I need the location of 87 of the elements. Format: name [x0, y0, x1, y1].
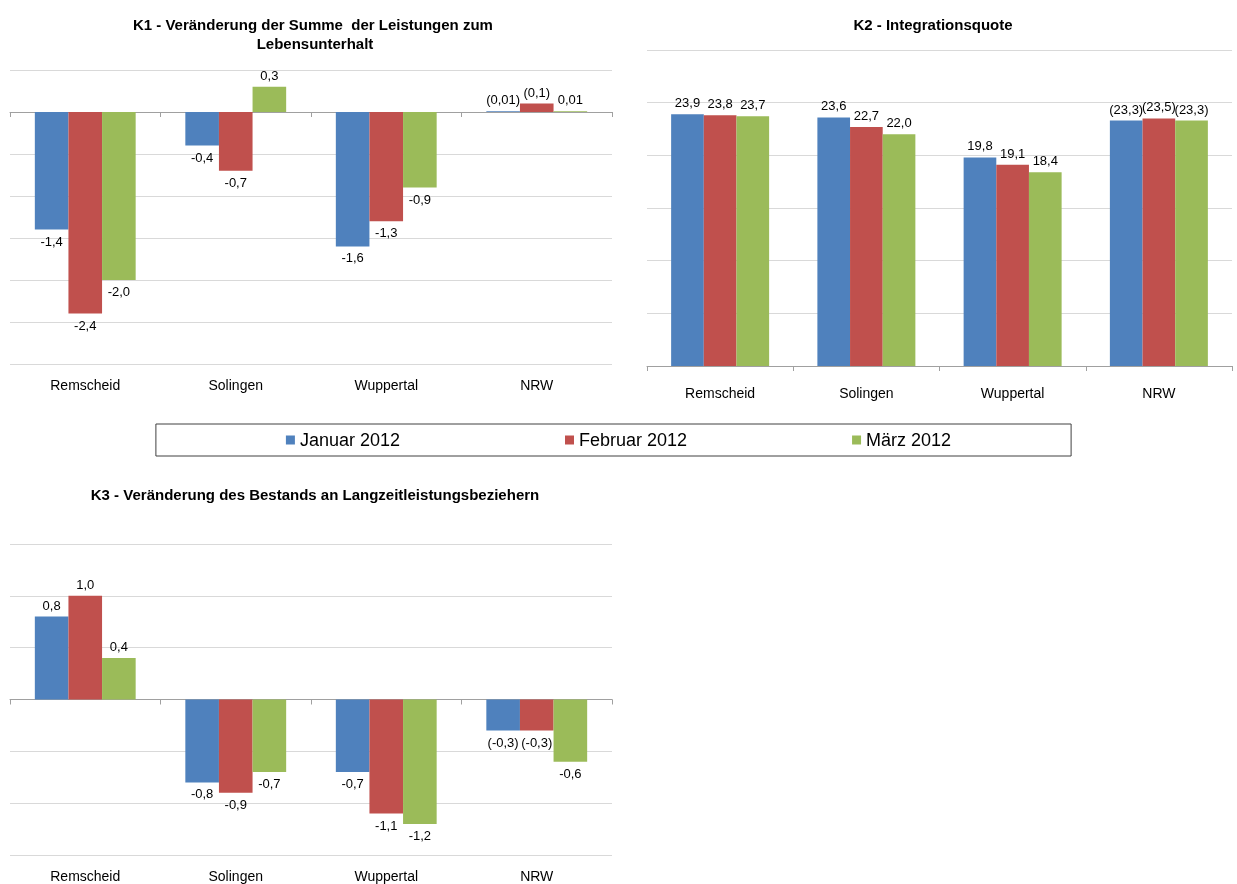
x-tick-label: Remscheid [50, 377, 121, 393]
data-label: 19,8 [967, 138, 993, 154]
bar [335, 699, 370, 773]
chart-title: K1 - Veränderung der Summe der Leistungen zum Lebensunterhalt [132, 16, 498, 52]
data-label: -0,7 [341, 776, 364, 792]
data-label: (-0,3) [521, 734, 553, 750]
data-label: 0,4 [109, 639, 128, 655]
x-tick-label: NRW [520, 377, 555, 393]
data-label: -2,4 [74, 317, 97, 333]
data-label: -1,6 [341, 250, 364, 266]
data-label: (-0,3) [487, 734, 519, 750]
data-label: -0,4 [190, 149, 214, 165]
x-tick-label: Solingen [839, 385, 894, 401]
data-label: 22,7 [853, 107, 880, 123]
bar [185, 112, 219, 146]
bar [218, 112, 253, 171]
chart-title: K3 - Veränderung des Bestands an Langzeitleistungsbeziehern [90, 486, 540, 503]
data-label: 23,7 [740, 97, 766, 113]
x-tick-label: Solingen [208, 377, 263, 393]
bar [817, 117, 851, 366]
bar [252, 699, 287, 773]
data-label: -1,3 [375, 225, 398, 241]
data-label: -0,8 [190, 786, 214, 802]
bar [218, 699, 253, 793]
data-label: -0,7 [258, 776, 281, 792]
data-label: 23,9 [674, 95, 701, 111]
data-label: -0,7 [224, 174, 247, 190]
data-label: (0,01) [486, 92, 521, 108]
bar [519, 103, 554, 112]
bar [703, 115, 737, 366]
data-label: -0,6 [559, 765, 582, 781]
data-label: 0,3 [260, 67, 279, 83]
bar [553, 699, 588, 762]
bar [252, 86, 287, 112]
x-tick-label: Wuppertal [980, 385, 1045, 401]
data-label: 0,8 [42, 597, 61, 613]
bar [185, 699, 219, 783]
bar [963, 157, 997, 366]
data-label: 0,01 [557, 92, 584, 108]
data-label: -1,2 [408, 827, 432, 843]
bar [102, 112, 136, 280]
data-label: 22,0 [886, 115, 912, 131]
bar [369, 112, 404, 222]
bar [996, 164, 1029, 366]
bar [486, 699, 520, 731]
data-label: 19,1 [999, 145, 1026, 161]
bar [403, 112, 437, 188]
bar [1142, 118, 1176, 366]
bar [1028, 172, 1062, 366]
x-tick-label: NRW [520, 868, 555, 884]
data-label: -2,0 [107, 284, 131, 299]
x-tick-label: Wuppertal [354, 868, 419, 884]
bar [68, 595, 103, 700]
bar [736, 116, 770, 366]
legend-label: März 2012 [866, 430, 952, 450]
data-label: 23,6 [821, 98, 847, 114]
data-label: -1,1 [375, 817, 398, 833]
bar [1109, 120, 1143, 366]
x-tick-label: Solingen [208, 868, 263, 884]
data-label: 23,8 [707, 96, 733, 112]
bar [403, 699, 437, 824]
x-tick-label: Remscheid [50, 868, 121, 884]
bar [882, 134, 916, 366]
bar [68, 112, 103, 314]
data-label: -1,4 [40, 233, 63, 249]
bar [519, 699, 554, 731]
x-tick-label: Remscheid [685, 385, 756, 401]
data-label: 1,0 [76, 576, 95, 592]
data-label: -0,9 [408, 191, 432, 207]
x-tick-label: Wuppertal [354, 377, 419, 393]
data-label: (0,1) [523, 84, 551, 100]
data-label: -0,9 [224, 796, 247, 812]
bar [335, 112, 370, 247]
bar [369, 699, 404, 814]
legend-label: Januar 2012 [299, 430, 400, 450]
bar [1175, 120, 1208, 366]
data-label: (23,3) [1174, 101, 1209, 117]
data-label: (23,3) [1109, 101, 1144, 117]
bar [850, 126, 883, 366]
bar [671, 114, 704, 366]
data-label: 18,4 [1032, 153, 1058, 169]
legend-label: Februar 2012 [578, 430, 688, 450]
bar [102, 658, 136, 700]
x-tick-label: NRW [1142, 385, 1177, 401]
chart-title: K2 - Integrationsquote [853, 16, 1013, 33]
bar [34, 616, 69, 700]
bar [34, 112, 69, 230]
